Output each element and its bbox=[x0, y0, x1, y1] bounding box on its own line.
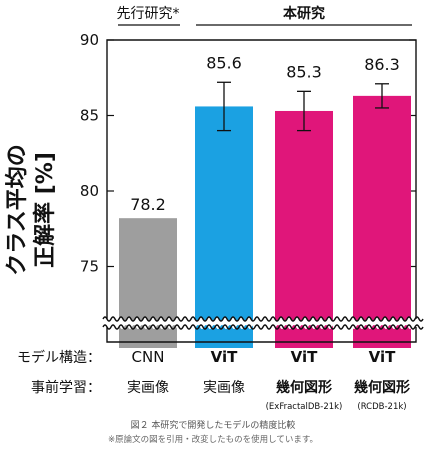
bar bbox=[195, 106, 253, 348]
group-label-this: 本研究 bbox=[283, 5, 325, 22]
row-label-model: モデル構造： bbox=[17, 349, 101, 366]
axis-frame-upper bbox=[106, 39, 417, 319]
figure-caption: 図２ 本研究で開発したモデルの精度比較 bbox=[130, 421, 296, 431]
axis-break bbox=[100, 39, 424, 343]
x-label-model: ViT bbox=[211, 348, 238, 366]
x-label-pretrain: 実画像 bbox=[127, 380, 169, 396]
bar bbox=[275, 110, 333, 348]
x-axis-labels: モデル構造： 事前学習： CNN 実画像 ViT 実画像 ViT 幾何図形 (ExFractal… bbox=[17, 348, 410, 412]
y-tick-label: 75 bbox=[80, 258, 99, 276]
x-label-pretrain: 幾何図形 bbox=[276, 379, 332, 396]
y-tick-label: 90 bbox=[80, 31, 99, 49]
x-label-pretrain: 幾何図形 bbox=[354, 379, 410, 396]
y-axis-title-line1: クラス平均の bbox=[4, 144, 30, 276]
y-axis-title: クラス平均の 正解率 [%] bbox=[4, 144, 58, 276]
x-label-model: ViT bbox=[291, 348, 318, 366]
row-label-pretrain: 事前学習： bbox=[31, 379, 101, 396]
x-label-pretrain: 実画像 bbox=[203, 380, 245, 396]
break-gap bbox=[100, 317, 423, 329]
y-tick-label: 85 bbox=[80, 107, 99, 125]
group-headers: 先行研究* 本研究 bbox=[117, 5, 412, 26]
x-label-pretrain-dataset: (ExFractalDB-21k) bbox=[266, 402, 343, 412]
bars: 78.2 85.6 85.3 86.3 bbox=[119, 53, 411, 349]
figure-note: ※原論文の図を引用・改変したものを使用しています。 bbox=[107, 435, 319, 445]
value-label: 85.3 bbox=[286, 62, 322, 81]
value-label: 86.3 bbox=[364, 55, 400, 74]
x-label-model: CNN bbox=[132, 348, 165, 366]
value-label: 85.6 bbox=[206, 53, 242, 72]
y-axis-title-line2: 正解率 [%] bbox=[32, 152, 58, 268]
break-line-upper bbox=[102, 316, 424, 322]
x-label-pretrain-dataset: (RCDB-21k) bbox=[357, 402, 406, 412]
group-label-prior: 先行研究* bbox=[117, 6, 180, 22]
axis-frame-lower bbox=[106, 327, 417, 343]
x-label-model: ViT bbox=[369, 348, 396, 366]
y-tick-label: 80 bbox=[80, 182, 99, 200]
value-label: 78.2 bbox=[130, 195, 166, 214]
bar bbox=[353, 95, 411, 349]
break-line-lower bbox=[102, 324, 424, 330]
